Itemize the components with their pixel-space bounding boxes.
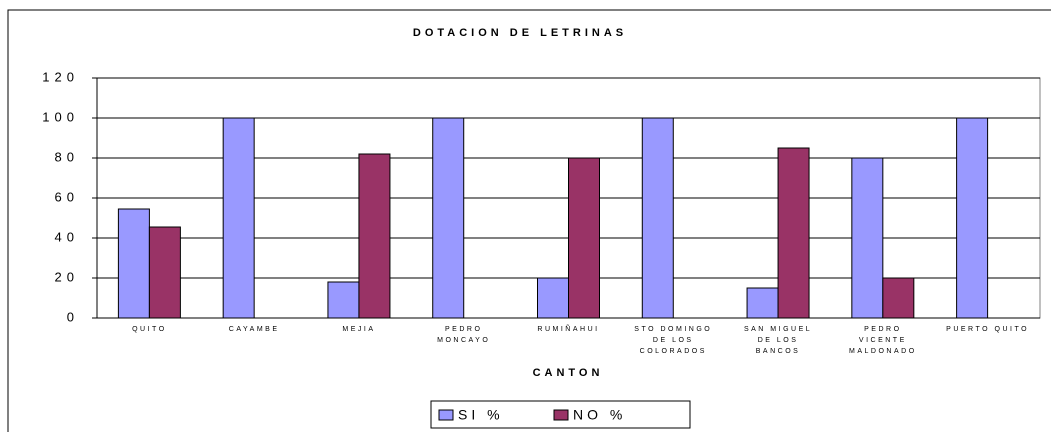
- y-tick-label: 0: [67, 309, 79, 324]
- x-tick-label: PUERTO QUITO: [946, 326, 1030, 333]
- bar: [956, 117, 989, 319]
- x-tick-label: SAN MIGUEL DE LOS BANCOS: [743, 326, 813, 355]
- legend-label: NO %: [573, 407, 626, 423]
- y-tick-label: 80: [55, 149, 79, 164]
- bar: [882, 277, 915, 319]
- y-tick-label: 40: [55, 229, 79, 244]
- bar: [148, 226, 181, 319]
- bar: [222, 117, 255, 319]
- legend-label: SI %: [458, 407, 504, 423]
- bar: [432, 117, 465, 319]
- bar: [327, 281, 360, 319]
- y-tick-label: 120: [42, 69, 79, 84]
- x-tick-label: STO DOMINGO DE LOS COLORADOS: [634, 326, 713, 355]
- x-tick-label: RUMIÑAHUI: [537, 326, 600, 333]
- bar: [641, 117, 674, 319]
- bar: [358, 153, 391, 319]
- x-tick-label: PEDRO VICENTE MALDONADO: [849, 326, 917, 355]
- y-tick-label: 100: [42, 109, 79, 124]
- y-tick-label: 60: [55, 189, 79, 204]
- x-axis-label: CANTON: [533, 367, 604, 379]
- chart-frame: [7, 9, 1051, 432]
- chart-title: DOTACION DE LETRINAS: [413, 27, 627, 39]
- x-tick-label: PEDRO MONCAYO: [437, 326, 491, 344]
- x-tick-label: CAYAMBE: [228, 326, 280, 333]
- x-tick-label: MEJIA: [342, 326, 376, 333]
- y-tick-label: 20: [55, 269, 79, 284]
- bar: [537, 277, 569, 319]
- x-tick-label: QUITO: [132, 326, 167, 333]
- legend-swatch: [553, 409, 569, 421]
- bar: [777, 147, 810, 319]
- bar: [568, 157, 600, 319]
- legend-swatch: [438, 409, 454, 421]
- bar: [117, 208, 150, 319]
- bar: [851, 157, 884, 319]
- bar: [746, 287, 779, 319]
